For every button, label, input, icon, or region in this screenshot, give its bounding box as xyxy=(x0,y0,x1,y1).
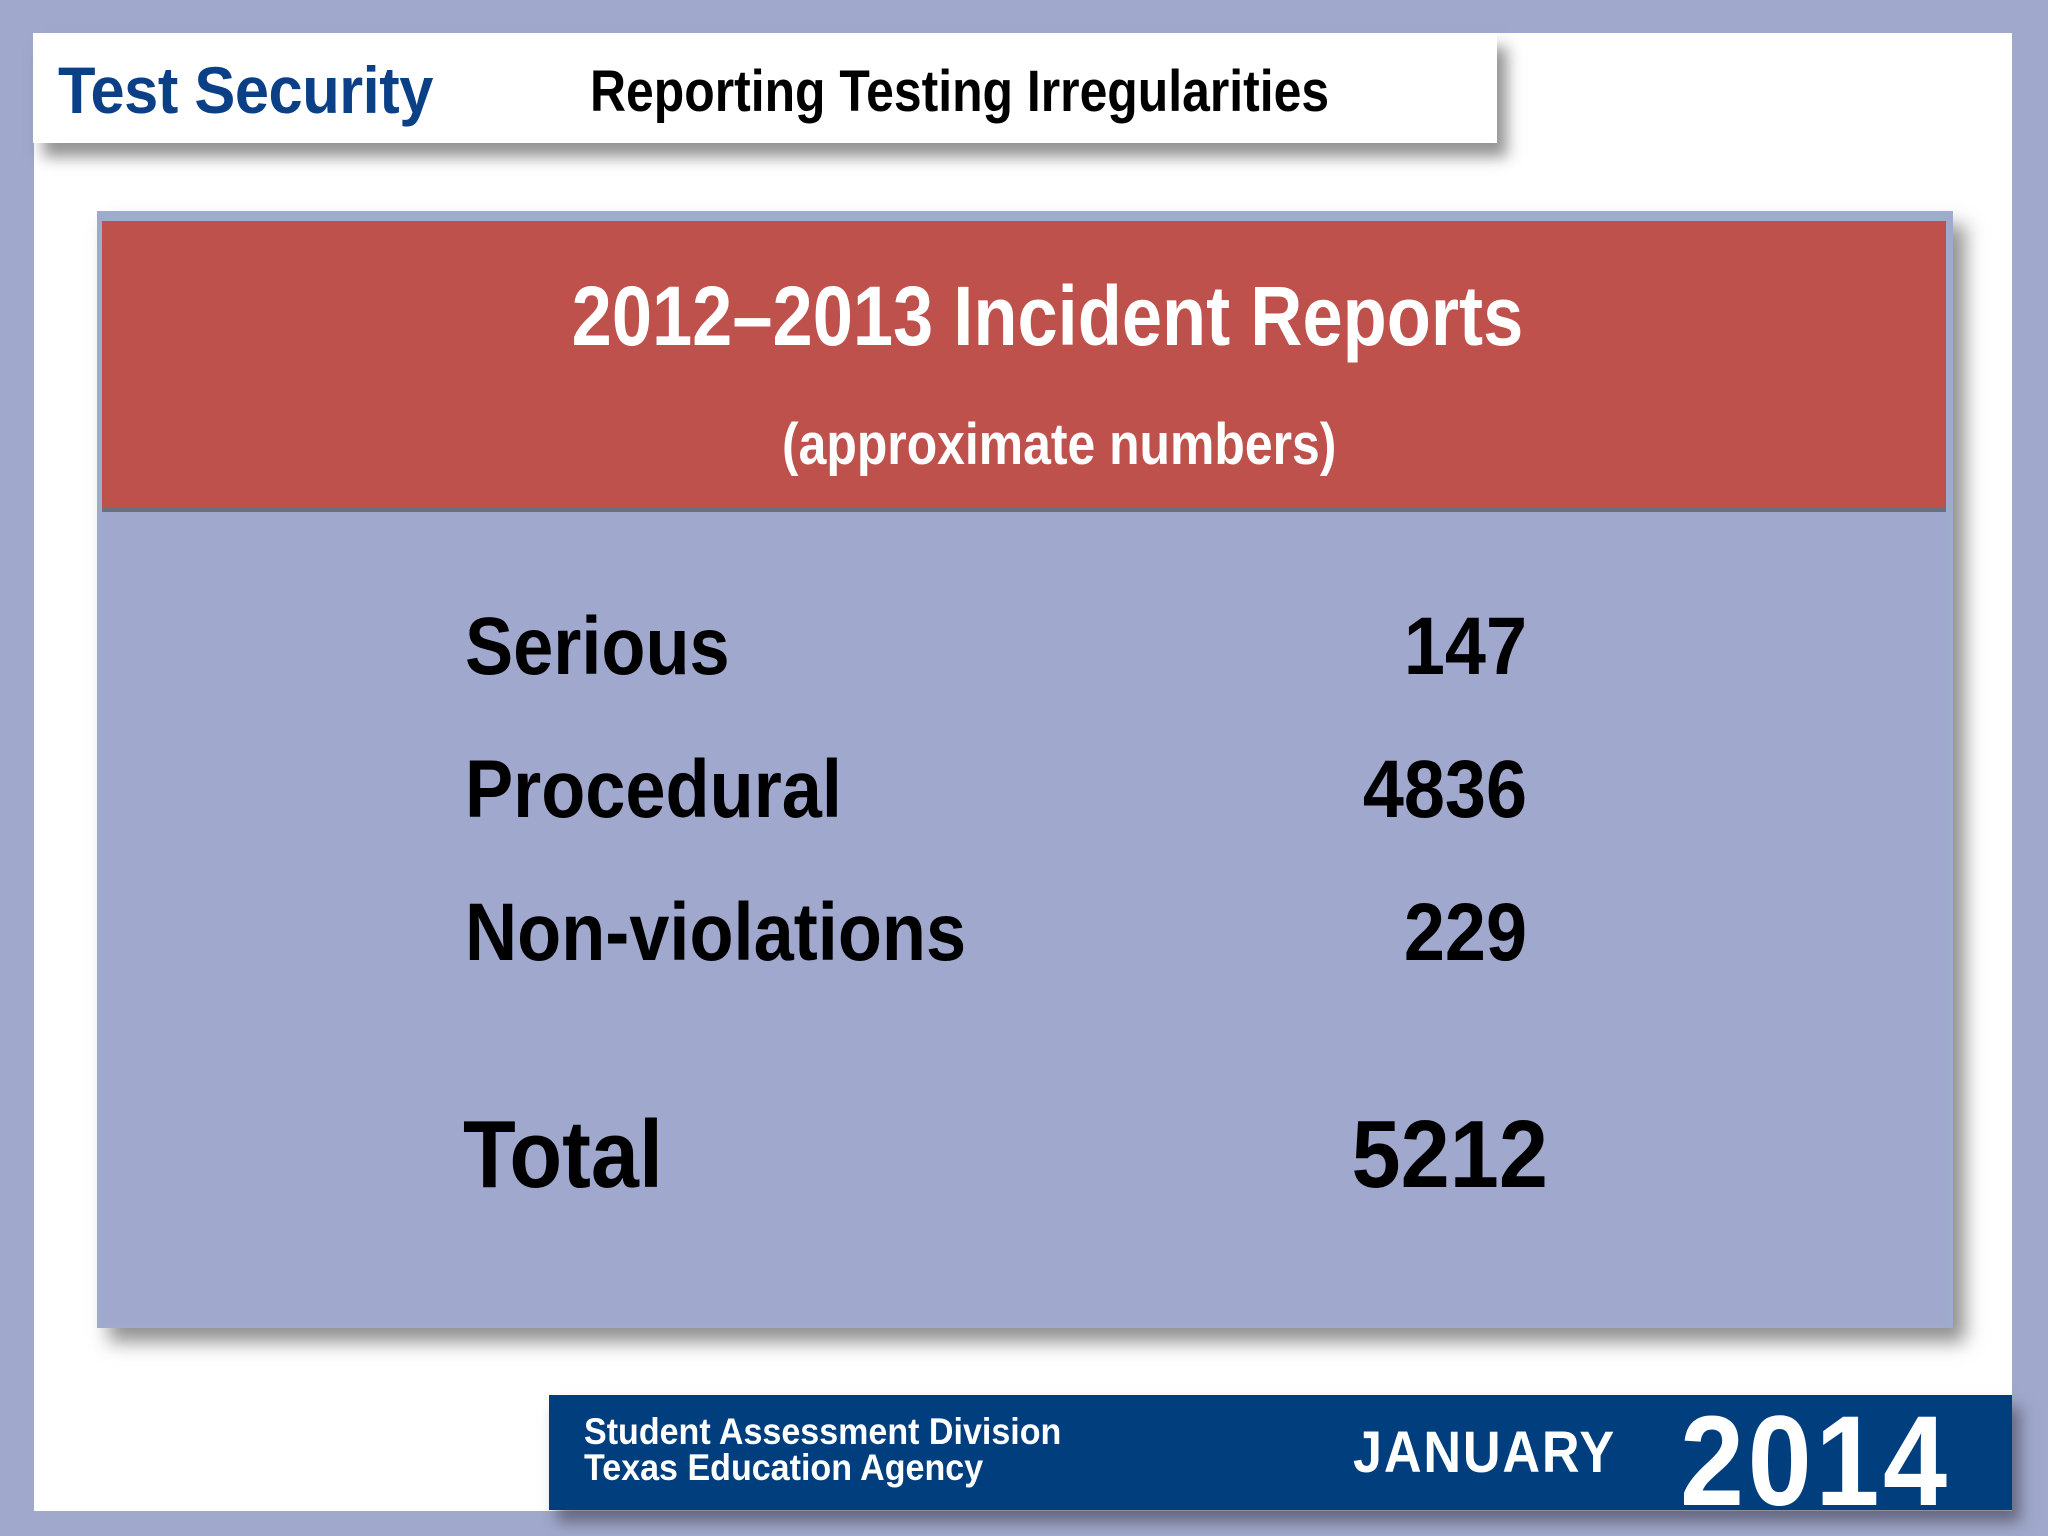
footer-year: 2014 xyxy=(1680,1390,1951,1533)
panel-title: 2012–2013 Incident Reports xyxy=(571,269,1524,363)
footer-agency: Texas Education Agency xyxy=(584,1447,984,1488)
row-label-serious: Serious xyxy=(465,601,730,692)
footer-bar xyxy=(549,1395,2012,1510)
total-value: 5212 xyxy=(1351,1101,1548,1208)
incident-panel-body xyxy=(102,512,1948,1326)
slide-title: Reporting Testing Irregularities xyxy=(590,59,1330,124)
panel-title-wrap: 2012–2013 Incident Reports xyxy=(498,268,1550,364)
row-label-non-violations: Non-violations xyxy=(465,887,967,978)
total-label: Total xyxy=(463,1101,663,1208)
incident-panel-header xyxy=(102,221,1946,512)
footer-month: JANUARY xyxy=(1353,1420,1616,1485)
row-value-non-violations: 229 xyxy=(1403,887,1527,978)
row-label-procedural: Procedural xyxy=(465,744,842,835)
section-title: Test Security xyxy=(58,53,433,127)
row-value-procedural: 4836 xyxy=(1362,744,1527,835)
panel-subtitle: (approximate numbers) xyxy=(782,412,1337,477)
header-bar xyxy=(33,33,1497,143)
footer-division: Student Assessment Division xyxy=(584,1411,1062,1452)
row-value-serious: 147 xyxy=(1403,601,1527,692)
